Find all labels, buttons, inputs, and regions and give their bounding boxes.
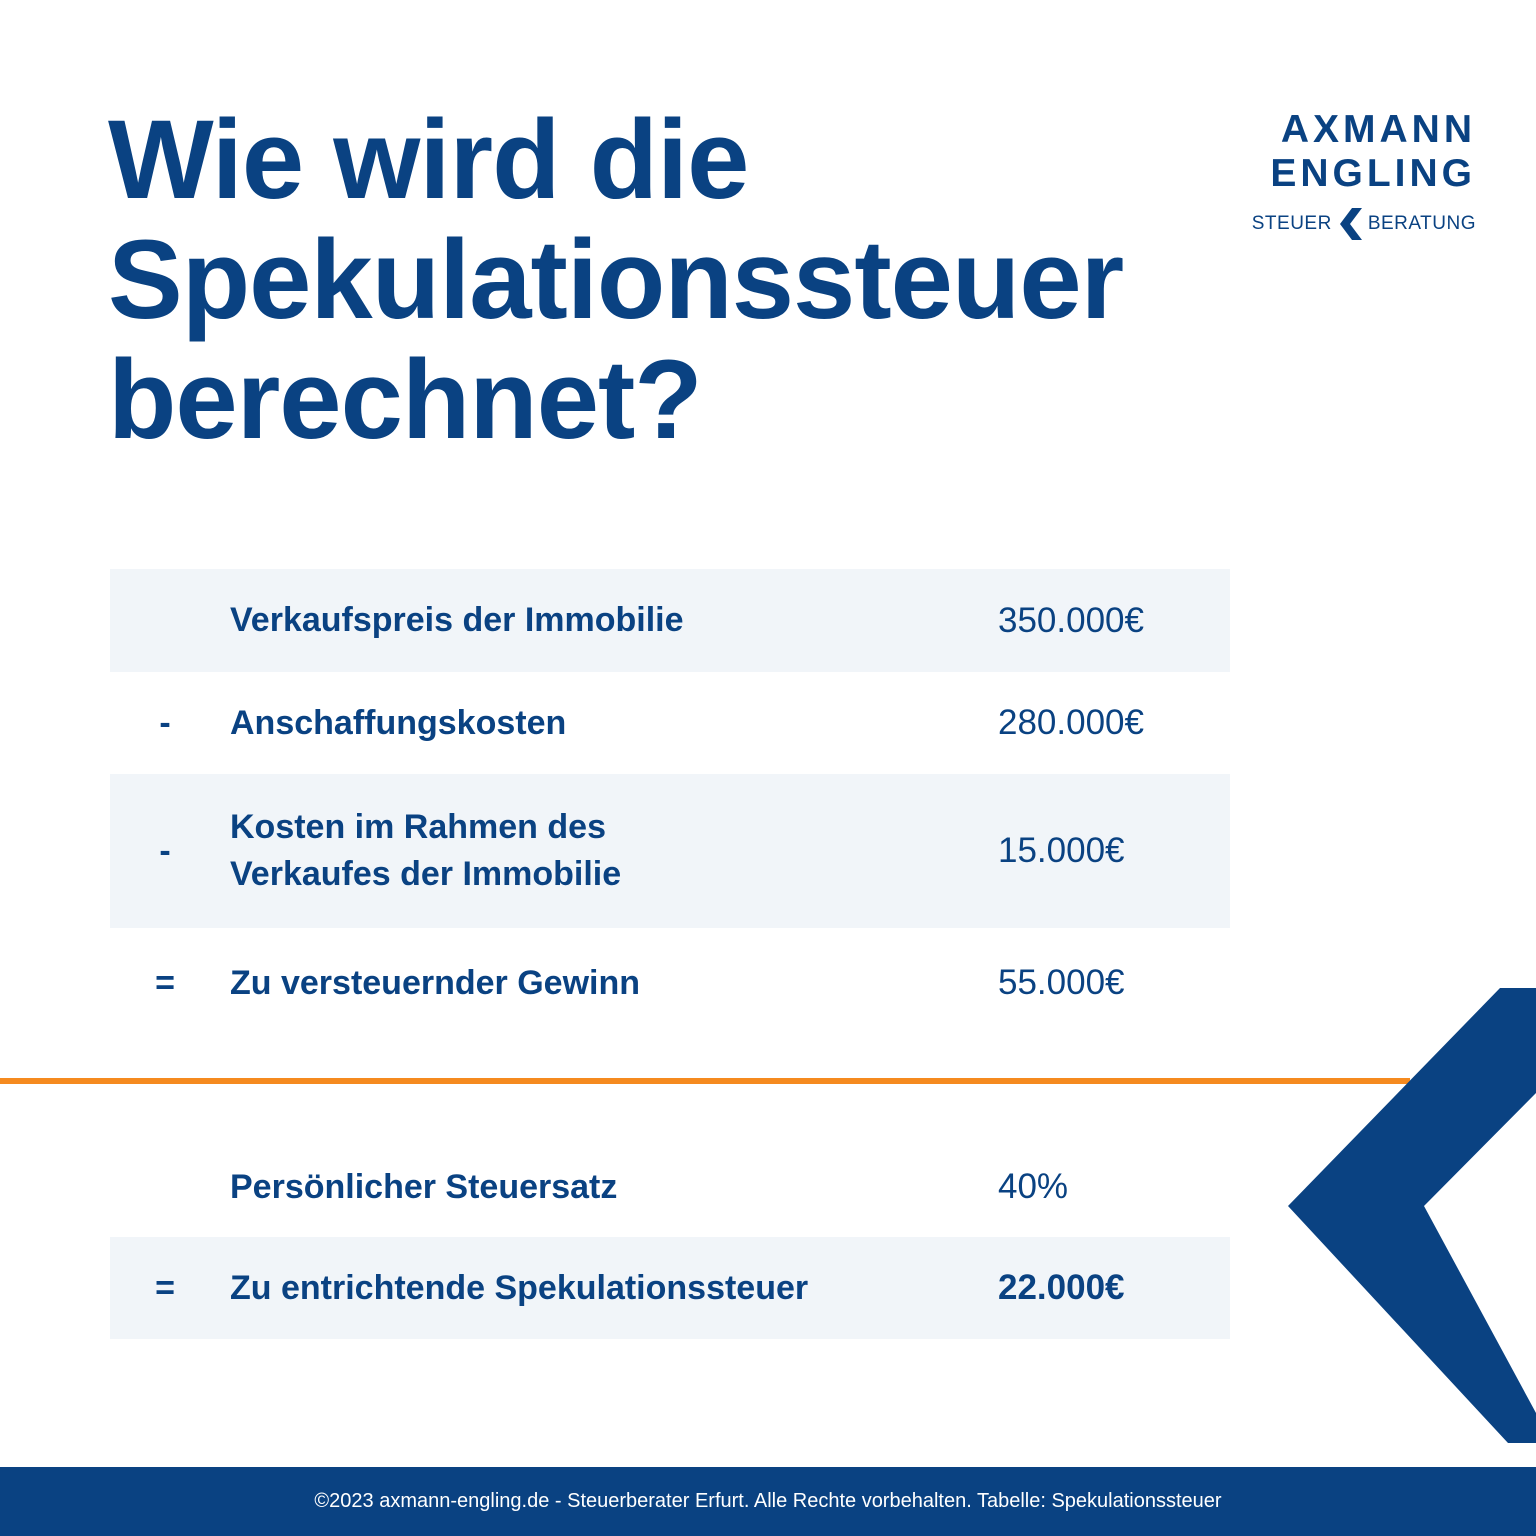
logo-line-axmann: AXMANN [1280,108,1476,151]
decorative-chevron-icon [1288,988,1536,1443]
table-row: Persönlicher Steuersatz 40% [110,1137,1230,1237]
row-label: Anschaffungskosten [230,700,950,747]
logo-tagline: STEUER BERATUNG [1226,204,1476,244]
row-value: 350.000€ [998,600,1144,640]
row-label: Zu entrichtende Spekulationssteuer [230,1265,950,1312]
table-row: - Kosten im Rahmen des Verkaufes der Imm… [110,774,1230,928]
row-label: Zu versteuernder Gewinn [230,960,950,1007]
row-label-line: Anschaffungskosten [230,703,567,742]
row-label-line: Zu versteuernder Gewinn [230,963,640,1002]
row-value: 280.000€ [998,703,1144,742]
row-label: Persönlicher Steuersatz [230,1164,950,1211]
row-value: 15.000€ [998,831,1125,870]
chevron-left-icon [1339,208,1362,240]
title-line-3: berechnet? [108,337,703,462]
page-title: Wie wird die Spekulationssteuer berechne… [108,100,1148,460]
row-label: Verkaufspreis der Immobilie [230,597,950,644]
calculation-table: Verkaufspreis der Immobilie 350.000€ - A… [110,569,1230,1038]
footer-copyright: ©2023 axmann-engling.de - Steuerberater … [314,1490,1222,1512]
row-value: 40% [998,1167,1069,1206]
row-label-line: Kosten im Rahmen des [230,808,606,846]
result-table: Persönlicher Steuersatz 40% = Zu entrich… [110,1137,1230,1339]
footer-bar: ©2023 axmann-engling.de - Steuerberater … [0,1467,1536,1536]
row-operator: = [155,1268,175,1307]
logo-word-beratung: BERATUNG [1367,213,1476,234]
company-logo: AXMANN ENGLING STEUER BERATUNG [1226,108,1476,244]
table-row: Verkaufspreis der Immobilie 350.000€ [110,569,1230,672]
logo-line-engling: ENGLING [1270,152,1476,195]
table-row: = Zu versteuernder Gewinn 55.000€ [110,928,1230,1038]
row-operator: - [159,703,171,742]
row-label-line: Verkaufes der Immobilie [230,855,622,893]
row-operator: = [155,963,175,1002]
title-line-2: Spekulationssteuer [108,217,1124,342]
row-label-line: Persönlicher Steuersatz [230,1167,618,1206]
row-value: 22.000€ [998,1268,1125,1307]
table-row: - Anschaffungskosten 280.000€ [110,672,1230,774]
row-label-line: Zu entrichtende Spekulationssteuer [230,1268,809,1307]
logo-word-steuer: STEUER [1251,213,1332,234]
row-label-line: Verkaufspreis der Immobilie [230,601,684,639]
row-label: Kosten im Rahmen des Verkaufes der Immob… [230,804,950,898]
orange-divider [0,1078,1410,1084]
table-row-total: = Zu entrichtende Spekulationssteuer 22.… [110,1237,1230,1339]
row-operator: - [159,831,171,870]
row-value: 55.000€ [998,963,1125,1002]
title-line-1: Wie wird die [108,97,749,222]
